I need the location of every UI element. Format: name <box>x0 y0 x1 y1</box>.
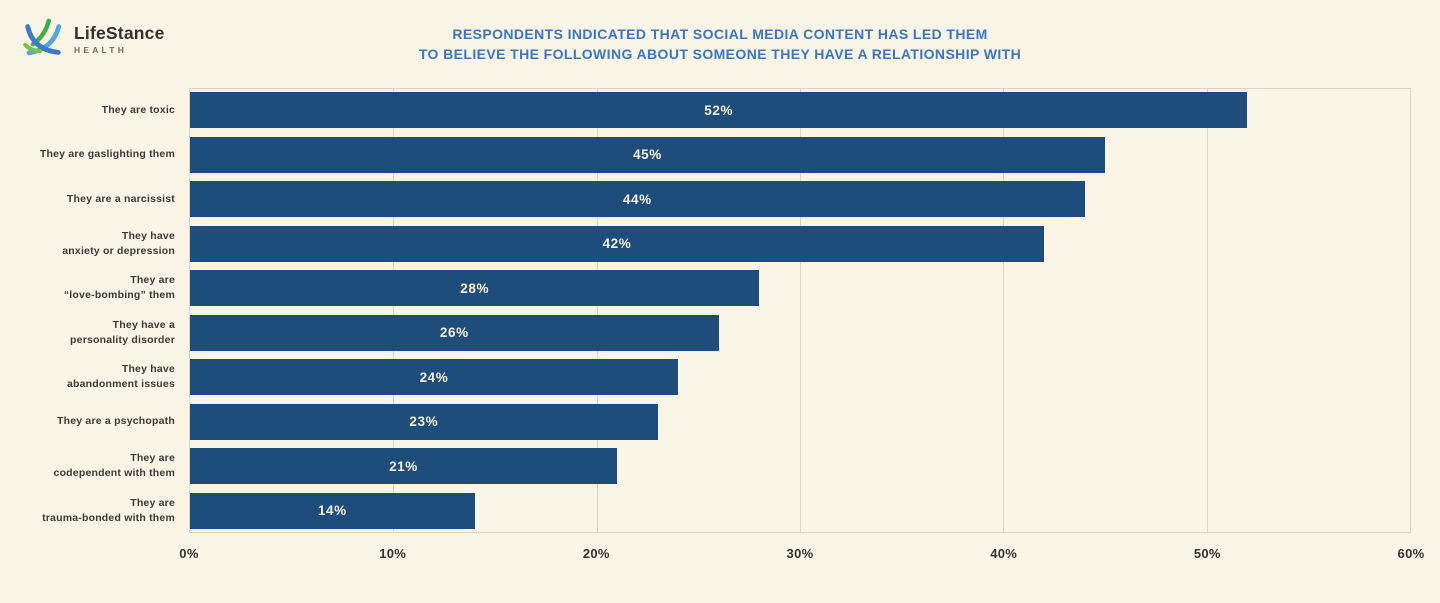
chart-title-line1: RESPONDENTS INDICATED THAT SOCIAL MEDIA … <box>452 26 988 42</box>
bar-track: 21% <box>190 444 1410 489</box>
bar-track: 44% <box>190 177 1410 222</box>
bar: 45% <box>190 136 1105 173</box>
x-tick-label: 10% <box>379 546 407 561</box>
bar-value-label: 14% <box>317 503 347 519</box>
category-label: They are “love-bombing” them <box>63 274 175 302</box>
x-tick-label: 20% <box>582 546 610 561</box>
bar: 28% <box>190 270 760 307</box>
category-label: They are gaslighting them <box>39 148 175 161</box>
bar-value-label: 28% <box>460 280 490 296</box>
bar-chart: They are toxic 52% They are gaslighting th… <box>0 88 1410 533</box>
bar-value-label: 44% <box>622 191 652 207</box>
bar-row: They are trauma-bonded with them 14% <box>0 489 1410 534</box>
bar-value-label: 21% <box>389 458 418 474</box>
bar-track: 23% <box>190 400 1410 445</box>
lifestance-logo: LifeStance HEALTH <box>20 16 165 62</box>
bar-track: 14% <box>190 489 1410 534</box>
x-axis: 0% 10% 20% 30% 40% 50% 60% <box>0 546 1440 566</box>
bar-row: They have abandonment issues 24% <box>0 355 1410 400</box>
category-label: They are toxic <box>101 103 175 116</box>
x-tick-label: 60% <box>1397 546 1425 561</box>
bar-row: They are gaslighting them 45% <box>0 133 1410 178</box>
bar-value-label: 52% <box>704 102 734 118</box>
bar-row: They are a psychopath 23% <box>0 400 1410 445</box>
bar-row: They have anxiety or depression 42% <box>0 222 1410 267</box>
lifestance-swoosh-icon <box>23 18 62 56</box>
bar-value-label: 24% <box>419 369 449 385</box>
x-tick-label: 40% <box>990 546 1018 561</box>
bar: 44% <box>190 181 1085 218</box>
bar-track: 28% <box>190 266 1410 311</box>
gridline-20% <box>596 89 598 532</box>
bar-value-label: 26% <box>439 325 469 341</box>
logo-text: LifeStance HEALTH <box>74 23 165 55</box>
x-tick-label: 30% <box>786 546 814 561</box>
chart-title: RESPONDENTS INDICATED THAT SOCIAL MEDIA … <box>0 24 1440 64</box>
bar-track: 24% <box>190 355 1410 400</box>
category-label: They are trauma-bonded with them <box>42 496 175 524</box>
category-label: They have abandonment issues <box>66 363 175 391</box>
category-label: They have a personality disorder <box>70 318 175 346</box>
bar-value-label: 42% <box>602 236 632 252</box>
gridline-50% <box>1206 89 1208 532</box>
bar-value-label: 45% <box>633 147 662 163</box>
bar-track: 42% <box>190 222 1410 267</box>
logo-brand-name: LifeStance <box>74 23 165 43</box>
bar: 24% <box>190 359 678 396</box>
bar-row: They are “love-bombing” them 28% <box>0 266 1410 311</box>
gridline-10% <box>393 89 395 532</box>
bar-track: 45% <box>190 133 1410 178</box>
bar: 42% <box>190 225 1044 262</box>
gridline-30% <box>800 89 801 532</box>
category-label: They are codependent with them <box>53 452 175 480</box>
x-tick-label: 0% <box>179 546 199 561</box>
bar-row: They are a narcissist 44% <box>0 177 1410 222</box>
bar-value-label: 23% <box>409 414 439 430</box>
bar: 14% <box>190 492 475 529</box>
bar-track: 26% <box>190 311 1410 356</box>
bar: 52% <box>190 92 1248 129</box>
bar-track: 52% <box>190 88 1410 133</box>
bar-row: They have a personality disorder 26% <box>0 311 1410 356</box>
category-label: They are a psychopath <box>57 415 175 428</box>
bar: 21% <box>190 448 617 485</box>
category-label: They have anxiety or depression <box>62 229 175 257</box>
bar-row: They are codependent with them 21% <box>0 444 1410 489</box>
x-tick-label: 50% <box>1193 546 1221 561</box>
gridline-40% <box>1003 89 1005 532</box>
bar: 23% <box>190 403 658 440</box>
plot-area <box>189 88 1411 533</box>
bar-row: They are toxic 52% <box>0 88 1410 133</box>
bar: 26% <box>190 314 719 351</box>
chart-title-line2: TO BELIEVE THE FOLLOWING ABOUT SOMEONE T… <box>418 46 1022 62</box>
logo-brand-subtitle: HEALTH <box>74 45 128 55</box>
category-label: They are a narcissist <box>66 192 175 205</box>
